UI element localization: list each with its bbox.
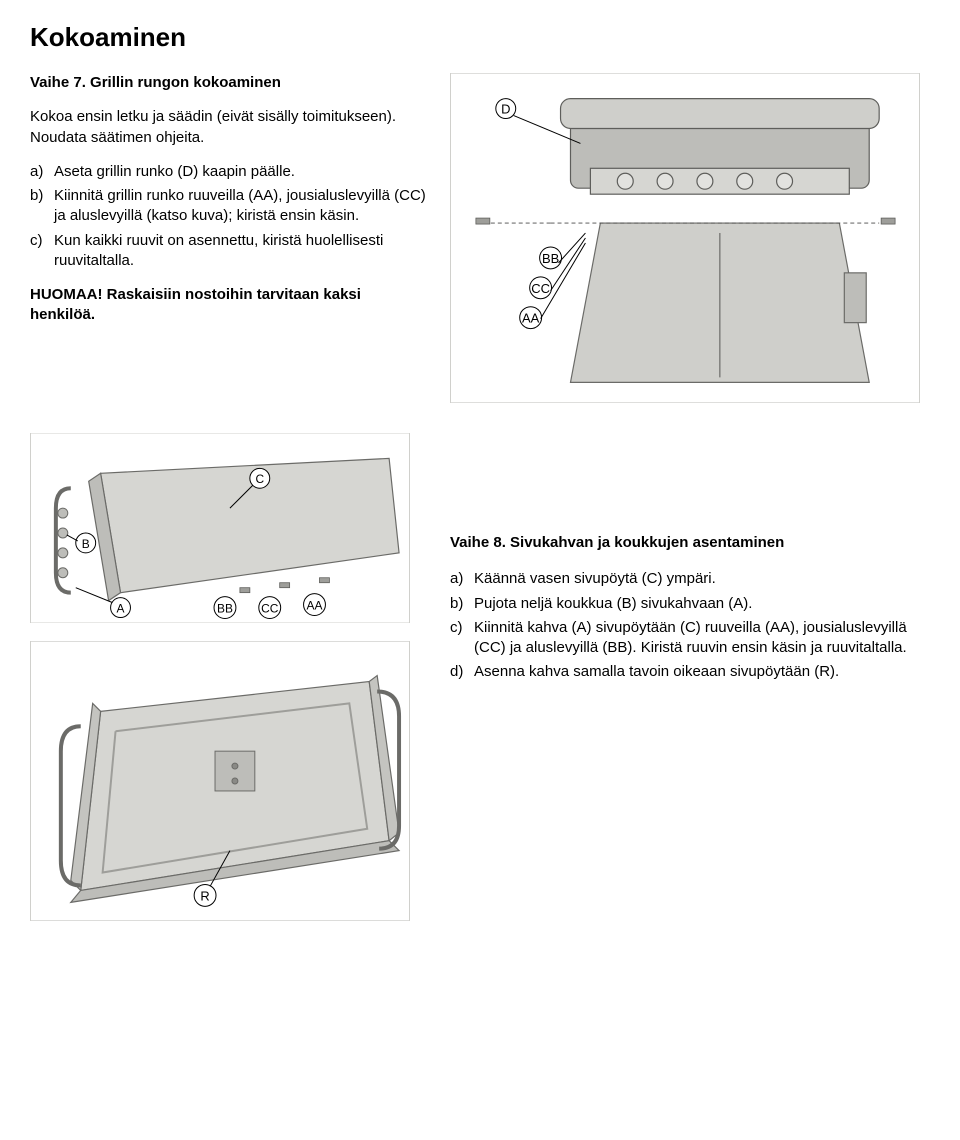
list-item: b) Kiinnitä grillin runko ruuveilla (AA)… bbox=[30, 186, 430, 227]
list-item: d) Asenna kahva samalla tavoin oikeaan s… bbox=[450, 662, 930, 682]
list-text: Asenna kahva samalla tavoin oikeaan sivu… bbox=[474, 663, 839, 680]
list-item: c) Kun kaikki ruuvit on asennettu, kiris… bbox=[30, 231, 430, 272]
grill-body-diagram: D BB CC AA bbox=[450, 73, 920, 403]
list-item: a) Aseta grillin runko (D) kaapin päälle… bbox=[30, 162, 430, 182]
svg-text:D: D bbox=[501, 102, 510, 117]
list-item: b) Pujota neljä koukkua (B) sivukahvaan … bbox=[450, 594, 930, 614]
step8-row: C B A BB CC AA bbox=[30, 433, 930, 921]
step7-intro: Kokoa ensin letku ja säädin (eivät sisäl… bbox=[30, 107, 430, 148]
step8-diagram-column: C B A BB CC AA bbox=[30, 433, 430, 921]
svg-text:CC: CC bbox=[531, 281, 550, 296]
svg-text:CC: CC bbox=[261, 602, 279, 616]
step7-text-column: Vaihe 7. Grillin rungon kokoaminen Kokoa… bbox=[30, 73, 430, 403]
svg-text:R: R bbox=[200, 888, 209, 903]
list-text: Käännä vasen sivupöytä (C) ympäri. bbox=[474, 570, 716, 587]
step7-diagram-column: D BB CC AA bbox=[450, 73, 930, 403]
list-marker: a) bbox=[450, 569, 463, 589]
list-marker: d) bbox=[450, 662, 463, 682]
step7-title: Vaihe 7. Grillin rungon kokoaminen bbox=[30, 73, 430, 93]
step7-note: HUOMAA! Raskaisiin nostoihin tarvitaan k… bbox=[30, 285, 430, 326]
list-item: a) Käännä vasen sivupöytä (C) ympäri. bbox=[450, 569, 930, 589]
svg-text:AA: AA bbox=[307, 599, 323, 613]
svg-text:A: A bbox=[117, 602, 125, 616]
list-marker: c) bbox=[450, 618, 463, 638]
list-marker: b) bbox=[450, 594, 463, 614]
svg-text:BB: BB bbox=[217, 602, 233, 616]
svg-text:B: B bbox=[82, 537, 90, 551]
side-table-top-diagram: C B A BB CC AA bbox=[30, 433, 410, 623]
step8-title: Vaihe 8. Sivukahvan ja koukkujen asentam… bbox=[450, 533, 930, 553]
step8-list: a) Käännä vasen sivupöytä (C) ympäri. b)… bbox=[450, 569, 930, 682]
list-text: Aseta grillin runko (D) kaapin päälle. bbox=[54, 163, 295, 180]
note-lead: HUOMAA! bbox=[30, 286, 103, 303]
step7-row: Vaihe 7. Grillin rungon kokoaminen Kokoa… bbox=[30, 73, 930, 403]
page-title: Kokoaminen bbox=[30, 20, 930, 55]
list-text: Pujota neljä koukkua (B) sivukahvaan (A)… bbox=[474, 595, 752, 612]
list-text: Kiinnitä kahva (A) sivupöytään (C) ruuve… bbox=[474, 619, 907, 656]
list-marker: b) bbox=[30, 186, 43, 206]
svg-text:C: C bbox=[255, 472, 264, 486]
step7-list: a) Aseta grillin runko (D) kaapin päälle… bbox=[30, 162, 430, 271]
list-marker: c) bbox=[30, 231, 43, 251]
list-text: Kun kaikki ruuvit on asennettu, kiristä … bbox=[54, 232, 383, 269]
step8-text-column: Vaihe 8. Sivukahvan ja koukkujen asentam… bbox=[450, 433, 930, 921]
svg-text:BB: BB bbox=[542, 251, 559, 266]
svg-text:AA: AA bbox=[522, 311, 540, 326]
list-marker: a) bbox=[30, 162, 43, 182]
list-text: Kiinnitä grillin runko ruuveilla (AA), j… bbox=[54, 187, 426, 224]
side-table-bottom-diagram: R bbox=[30, 641, 410, 921]
list-item: c) Kiinnitä kahva (A) sivupöytään (C) ru… bbox=[450, 618, 930, 659]
